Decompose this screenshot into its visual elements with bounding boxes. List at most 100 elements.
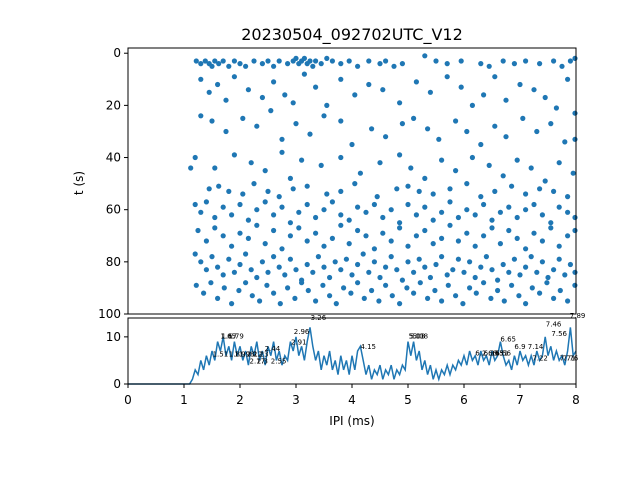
peak-annotation: 6.51 — [493, 350, 509, 358]
scatter-point — [304, 201, 310, 208]
scatter-point — [567, 58, 574, 64]
scatter-point — [237, 201, 243, 208]
scatter-point — [537, 186, 543, 192]
scatter-point — [399, 61, 405, 67]
scatter-point — [315, 254, 321, 260]
scatter-point — [259, 94, 265, 101]
peak-annotation: 7.76 — [563, 354, 579, 362]
scatter-point — [229, 212, 235, 218]
scatter-point — [198, 61, 204, 67]
histogram-x-tick-label: 6 — [460, 393, 468, 407]
scatter-point — [366, 81, 372, 88]
scatter-point — [425, 295, 431, 301]
scatter-point — [299, 157, 305, 163]
scatter-point — [506, 227, 512, 234]
histogram-x-tick-label: 1 — [180, 393, 188, 407]
scatter-point — [209, 118, 215, 124]
scatter-point — [478, 61, 484, 67]
scatter-point — [567, 261, 574, 268]
scatter-point — [489, 267, 495, 273]
scatter-point — [265, 188, 271, 194]
histogram-x-tick-label: 4 — [348, 393, 356, 407]
scatter-point — [472, 274, 478, 281]
scatter-point — [262, 199, 268, 205]
scatter-point — [313, 84, 319, 90]
scatter-point — [349, 141, 355, 148]
scatter-point — [215, 295, 221, 301]
scatter-point — [439, 235, 445, 241]
scatter-point — [495, 287, 501, 294]
peak-annotation: 7.56 — [551, 330, 567, 338]
scatter-point — [198, 76, 204, 82]
scatter-point — [464, 128, 470, 135]
scatter-point — [366, 58, 372, 64]
scatter-point — [430, 241, 436, 247]
scatter-point — [464, 207, 470, 213]
scatter-point — [226, 188, 232, 194]
peak-annotation: 5.03 — [410, 333, 426, 341]
scatter-point — [511, 61, 517, 67]
scatter-point — [243, 63, 249, 69]
scatter-point — [411, 115, 417, 121]
scatter-point — [520, 115, 526, 121]
histogram-panel: 1.511.651.671.791.81.91.982.122.172.232.… — [106, 312, 586, 428]
scatter-point — [548, 121, 554, 127]
scatter-point — [422, 227, 428, 234]
scatter-y-tick-label: 60 — [106, 203, 121, 217]
scatter-point — [223, 128, 229, 135]
scatter-point — [346, 241, 352, 247]
scatter-point — [391, 63, 397, 69]
peak-annotation: 1.67 — [222, 333, 238, 341]
scatter-point — [556, 243, 562, 249]
scatter-point — [338, 267, 344, 273]
scatter-point — [467, 259, 473, 265]
scatter-point — [389, 293, 395, 299]
scatter-point — [290, 186, 296, 192]
scatter-point — [445, 282, 451, 288]
scatter-point — [394, 186, 400, 192]
scatter-point — [444, 61, 450, 67]
scatter-point — [262, 241, 268, 247]
scatter-point — [327, 274, 333, 281]
scatter-point — [231, 74, 237, 80]
scatter-point — [276, 194, 282, 200]
scatter-point — [259, 61, 265, 67]
scatter-point — [216, 61, 222, 67]
scatter-y-tick-label: 80 — [106, 255, 121, 269]
scatter-point — [321, 264, 327, 270]
scatter-point — [220, 58, 226, 64]
peak-annotation: 2.23 — [253, 351, 269, 359]
scatter-point — [193, 58, 199, 64]
scatter-point — [198, 209, 204, 215]
scatter-point — [276, 58, 282, 64]
scatter-point — [268, 108, 274, 114]
scatter-point — [422, 53, 428, 59]
scatter-point — [380, 214, 386, 221]
scatter-point — [279, 204, 285, 210]
scatter-point — [528, 254, 534, 260]
scatter-point — [203, 267, 209, 273]
scatter-point — [313, 214, 319, 221]
scatter-point — [562, 139, 568, 145]
scatter-point — [355, 280, 361, 286]
scatter-point — [329, 235, 335, 241]
scatter-point — [572, 214, 578, 221]
scatter-point — [338, 154, 344, 161]
scatter-point — [271, 63, 277, 69]
scatter-point — [248, 267, 254, 273]
scatter-point — [497, 209, 503, 215]
scatter-point — [324, 191, 330, 197]
peak-annotation: 2.17 — [250, 357, 266, 365]
scatter-point — [226, 256, 232, 262]
scatter-point — [422, 175, 428, 181]
scatter-point — [192, 251, 198, 257]
scatter-point — [310, 63, 316, 69]
scatter-point — [376, 298, 382, 304]
scatter-point — [433, 261, 439, 268]
scatter-point — [472, 212, 478, 218]
scatter-point — [545, 274, 551, 281]
scatter-point — [209, 254, 215, 260]
scatter-point — [572, 227, 578, 234]
scatter-point — [523, 264, 529, 270]
scatter-point — [500, 173, 506, 179]
